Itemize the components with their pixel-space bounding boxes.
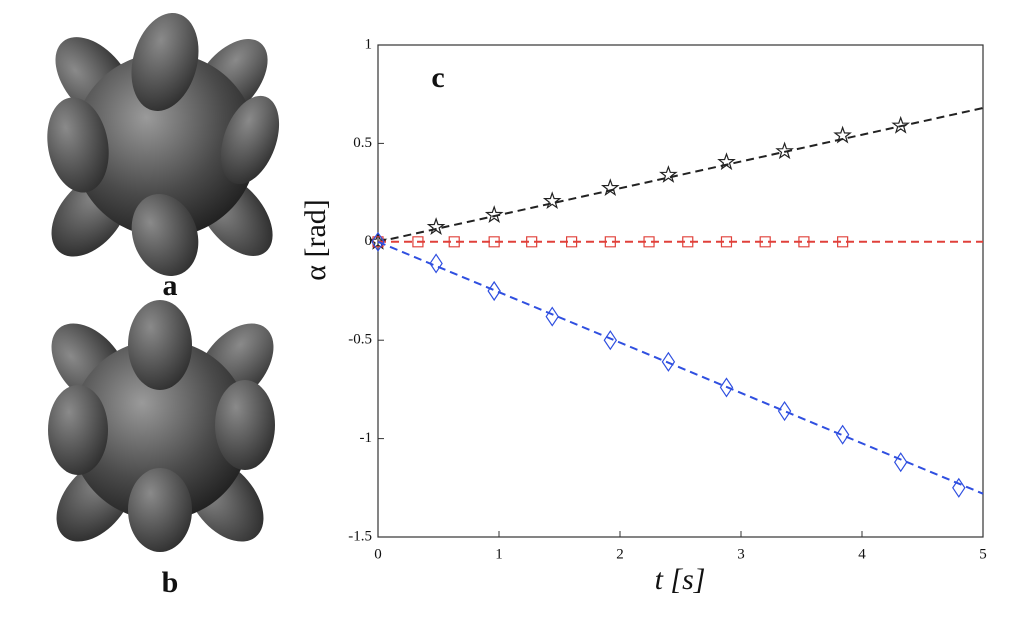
marker [659, 165, 678, 183]
x-tick-label: 0 [374, 546, 382, 562]
marker [952, 477, 966, 498]
x-tick-label: 3 [737, 546, 745, 562]
marker [426, 217, 446, 235]
marker [600, 178, 620, 196]
y-tick-label: 0.5 [353, 135, 372, 151]
marker [545, 306, 559, 327]
marker [412, 236, 424, 248]
fit-line [377, 106, 984, 243]
marker [891, 115, 911, 134]
y-tick-label: 0 [365, 233, 373, 249]
marker [371, 231, 385, 252]
marker [643, 236, 655, 248]
fit-line [377, 240, 984, 495]
marker [837, 236, 849, 248]
marker [717, 152, 736, 171]
render-b [48, 300, 275, 552]
x-tick-label: 1 [495, 546, 503, 562]
marker [798, 236, 810, 248]
marker [777, 400, 792, 422]
x-tick-label: 4 [858, 546, 866, 562]
marker [719, 377, 734, 398]
render-a [47, 12, 280, 276]
marker [893, 452, 908, 473]
marker [759, 236, 771, 248]
plot-frame [377, 44, 984, 538]
marker [566, 236, 578, 248]
x-axis-label: t [s] [655, 563, 706, 596]
marker [429, 253, 443, 274]
y-tick-label: -1 [360, 430, 373, 446]
marker [604, 236, 616, 248]
y-axis-label: α [rad] [299, 199, 332, 281]
marker [526, 236, 538, 248]
marker [368, 231, 388, 250]
marker [448, 236, 460, 248]
marker [833, 125, 852, 144]
y-tick-label: 1 [365, 36, 373, 52]
y-tick-label: -1.5 [348, 528, 372, 544]
x-tick-label: 5 [979, 546, 987, 562]
x-tick-label: 2 [616, 546, 624, 562]
panel-label: b [162, 566, 179, 599]
panel-label: a [163, 269, 178, 302]
y-tick-label: -0.5 [348, 332, 372, 348]
marker [542, 191, 562, 209]
marker [835, 424, 850, 445]
marker [775, 141, 794, 160]
marker [682, 236, 694, 248]
panel-label: c [431, 61, 444, 94]
marker [603, 330, 618, 351]
marker [484, 205, 504, 223]
marker [661, 351, 676, 372]
marker [488, 236, 500, 248]
marker [487, 280, 501, 302]
marker [720, 236, 733, 248]
